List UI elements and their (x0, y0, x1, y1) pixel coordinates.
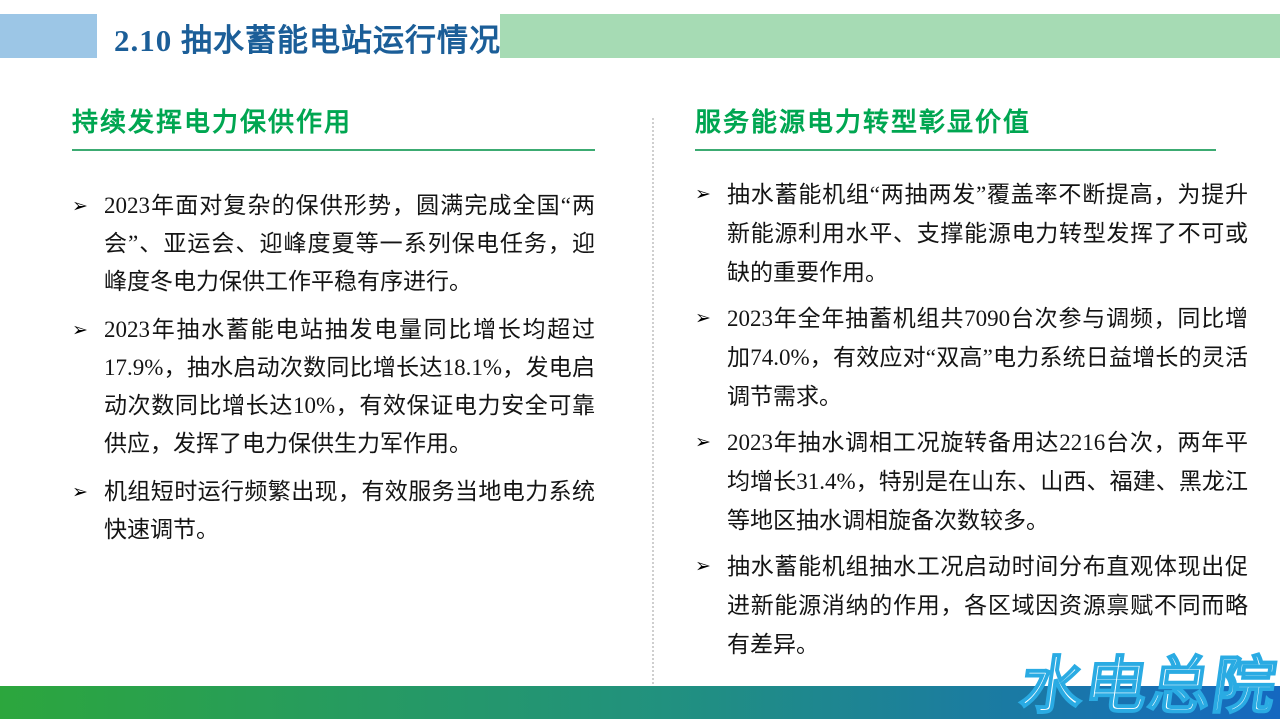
arrowhead-bullet-icon: ➢ (695, 183, 711, 205)
left-column: 持续发挥电力保供作用 ➢ 2023年面对复杂的保供形势，圆满完成全国“两会”、亚… (72, 106, 595, 559)
bullet-text: 抽水蓄能机组抽水工况启动时间分布直观体现出促进新能源消纳的作用，各区域因资源禀赋… (727, 554, 1248, 657)
list-item: ➢ 2023年抽水蓄能电站抽发电量同比增长均超过17.9%，抽水启动次数同比增长… (72, 311, 595, 463)
left-column-heading: 持续发挥电力保供作用 (72, 106, 595, 151)
list-item: ➢ 2023年面对复杂的保供形势，圆满完成全国“两会”、亚运会、迎峰度夏等一系列… (72, 187, 595, 301)
bullet-text: 2023年面对复杂的保供形势，圆满完成全国“两会”、亚运会、迎峰度夏等一系列保电… (104, 193, 595, 294)
bullet-text: 2023年抽水调相工况旋转备用达2216台次，两年平均增长31.4%，特别是在山… (727, 430, 1248, 533)
header-right-accent-bar (500, 14, 1280, 58)
list-item: ➢ 抽水蓄能机组抽水工况启动时间分布直观体现出促进新能源消纳的作用，各区域因资源… (695, 547, 1248, 664)
page-title: 2.10 抽水蓄能电站运行情况 (114, 23, 501, 58)
right-column: 服务能源电力转型彰显价值 ➢ 抽水蓄能机组“两抽两发”覆盖率不断提高，为提升新能… (695, 106, 1248, 671)
bullet-text: 抽水蓄能机组“两抽两发”覆盖率不断提高，为提升新能源利用水平、支撑能源电力转型发… (727, 182, 1248, 285)
right-bullet-list: ➢ 抽水蓄能机组“两抽两发”覆盖率不断提高，为提升新能源利用水平、支撑能源电力转… (695, 175, 1248, 664)
bullet-text: 机组短时运行频繁出现，有效服务当地电力系统快速调节。 (104, 479, 595, 542)
arrowhead-bullet-icon: ➢ (72, 319, 88, 341)
left-bullet-list: ➢ 2023年面对复杂的保供形势，圆满完成全国“两会”、亚运会、迎峰度夏等一系列… (72, 187, 595, 549)
right-column-heading: 服务能源电力转型彰显价值 (695, 106, 1216, 151)
header-left-accent-bar (0, 14, 97, 58)
column-divider (652, 118, 654, 688)
arrowhead-bullet-icon: ➢ (695, 555, 711, 577)
list-item: ➢ 2023年全年抽蓄机组共7090台次参与调频，同比增加74.0%，有效应对“… (695, 299, 1248, 416)
arrowhead-bullet-icon: ➢ (695, 431, 711, 453)
list-item: ➢ 机组短时运行频繁出现，有效服务当地电力系统快速调节。 (72, 473, 595, 549)
bottom-gradient-bar (0, 686, 1280, 719)
bullet-text: 2023年抽水蓄能电站抽发电量同比增长均超过17.9%，抽水启动次数同比增长达1… (104, 317, 595, 456)
arrowhead-bullet-icon: ➢ (72, 195, 88, 217)
list-item: ➢ 抽水蓄能机组“两抽两发”覆盖率不断提高，为提升新能源利用水平、支撑能源电力转… (695, 175, 1248, 292)
arrowhead-bullet-icon: ➢ (695, 307, 711, 329)
bullet-text: 2023年全年抽蓄机组共7090台次参与调频，同比增加74.0%，有效应对“双高… (727, 306, 1248, 409)
watermark: 水电总院 (1015, 652, 1280, 719)
list-item: ➢ 2023年抽水调相工况旋转备用达2216台次，两年平均增长31.4%，特别是… (695, 423, 1248, 540)
arrowhead-bullet-icon: ➢ (72, 481, 88, 503)
